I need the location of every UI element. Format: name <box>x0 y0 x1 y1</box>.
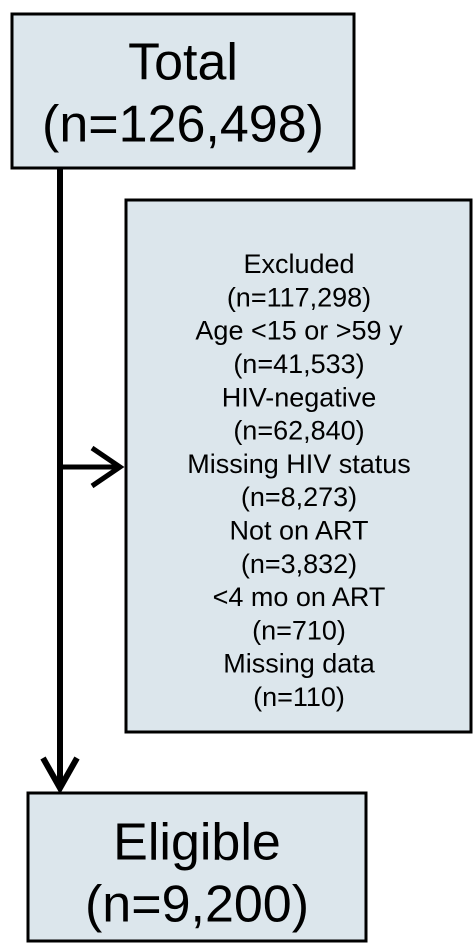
node-label: Missing data <box>223 649 376 679</box>
node-label: (n=8,273) <box>241 482 357 512</box>
excluded-box <box>124 198 473 734</box>
node-label: (n=117,298) <box>227 282 371 312</box>
node-label: Total <box>128 34 238 92</box>
node-label: Not on ART <box>229 516 368 546</box>
total-box <box>10 12 356 170</box>
node-label: (n=9,200) <box>85 876 309 934</box>
node-label: <4 mo on ART <box>213 582 386 612</box>
node-label: HIV-negative <box>222 382 377 412</box>
node-label: (n=110) <box>253 682 345 712</box>
node-label: (n=41,533) <box>233 349 364 379</box>
eligible-box <box>26 791 368 943</box>
node-label: Excluded <box>243 249 354 279</box>
node-label: Age <15 or >59 y <box>195 316 403 346</box>
down-arrowhead <box>40 756 80 795</box>
node-label: (n=126,498) <box>42 96 324 154</box>
node-label: (n=3,832) <box>241 549 357 579</box>
side-arrowhead <box>90 445 125 489</box>
node-label: (n=62,840) <box>233 416 364 446</box>
node-label: Missing HIV status <box>187 449 411 479</box>
node-label: (n=710) <box>252 615 346 645</box>
labels: Total(n=126,498) Excluded(n=117,298) Age <… <box>42 34 411 934</box>
node-label: Eligible <box>113 814 281 872</box>
